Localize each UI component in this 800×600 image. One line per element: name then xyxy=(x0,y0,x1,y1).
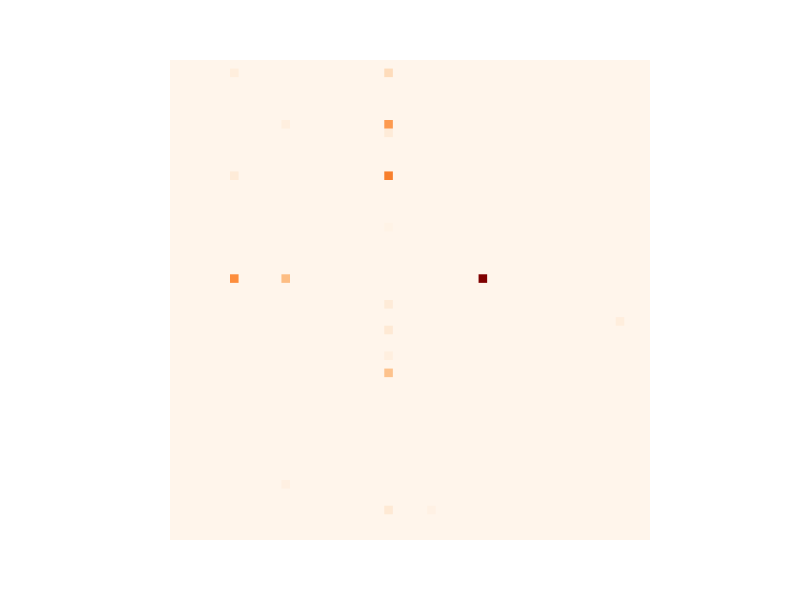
heatmap-cell xyxy=(427,505,436,515)
heatmap-cell xyxy=(478,274,488,283)
heatmap-cell xyxy=(230,171,239,180)
heatmap-cell xyxy=(384,128,393,138)
heatmap-background xyxy=(170,60,650,540)
heatmap-cell xyxy=(230,274,239,283)
heatmap-cell xyxy=(384,351,393,360)
heatmap-cell xyxy=(615,317,625,326)
heatmap-cell xyxy=(384,222,393,232)
heatmap-cell xyxy=(281,120,290,129)
heatmap-cell xyxy=(384,68,393,78)
heatmap-cell xyxy=(230,68,239,78)
heatmap-cell xyxy=(384,300,393,309)
heatmap-cell xyxy=(384,325,393,335)
heatmap-cell xyxy=(384,368,393,378)
heatmap-cell xyxy=(281,480,290,489)
heatmap-cell xyxy=(384,120,393,129)
heatmap-cell xyxy=(281,274,290,283)
heatmap-cell xyxy=(384,505,393,515)
heatmap-plot-area xyxy=(170,60,650,540)
heatmap-cell xyxy=(384,171,393,180)
